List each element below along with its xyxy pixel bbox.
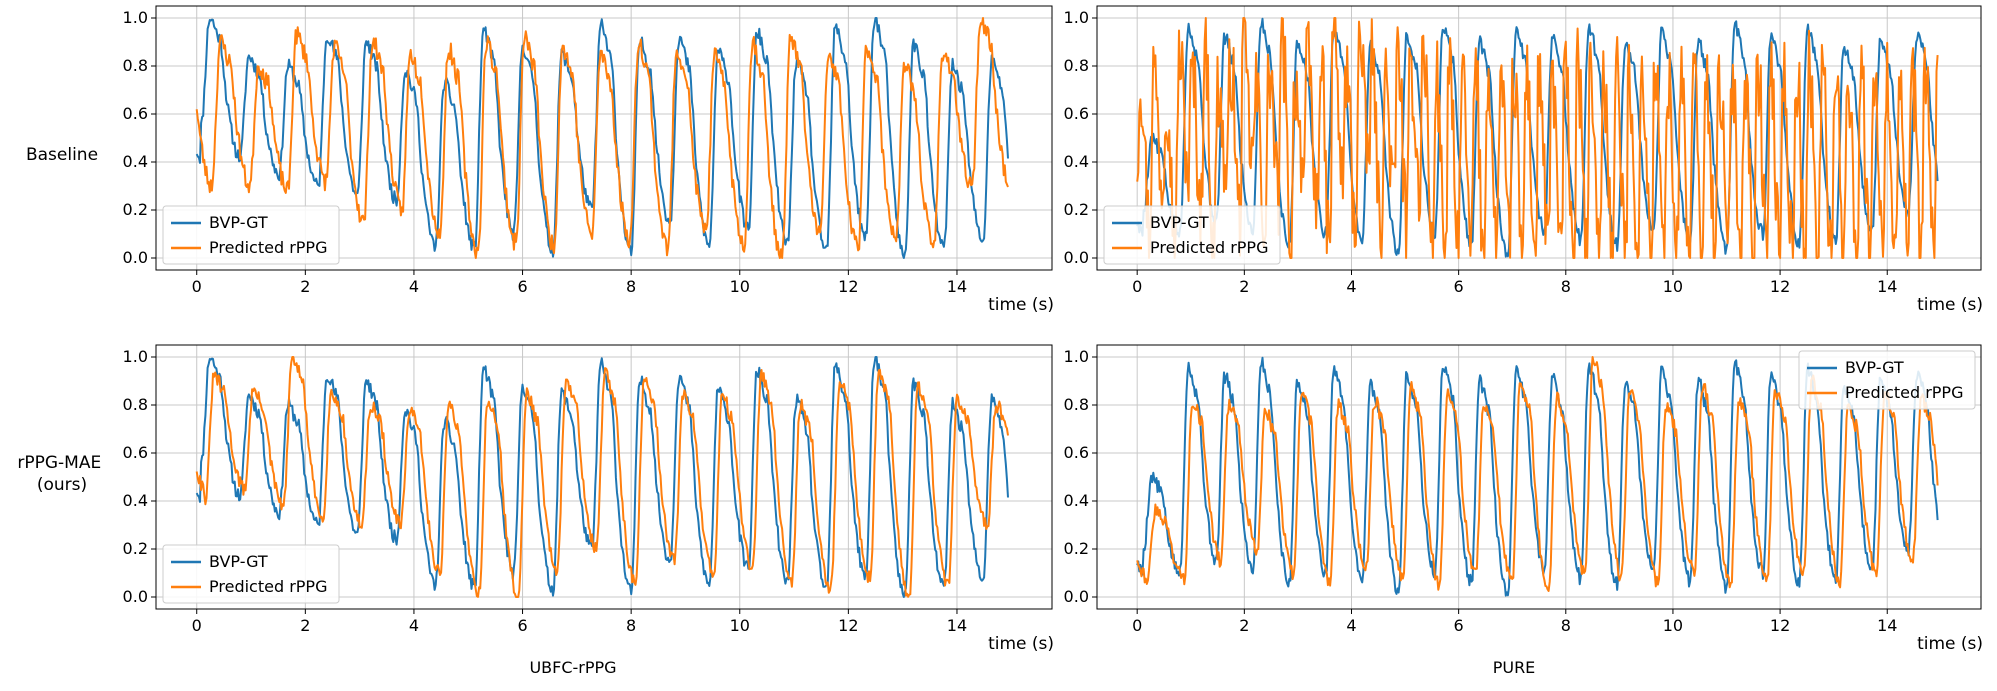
x-tick-label-4: 4 bbox=[1346, 616, 1356, 635]
legend-box bbox=[1103, 205, 1281, 265]
chart-rppg-mae-pure: 0 2 4 6 8 10 12 14 0.0 0.2 0.4 0.6 0.8 1.0 time (s) BVP… bbox=[1064, 344, 1983, 654]
row-label-baseline: Baseline bbox=[26, 145, 98, 165]
y-tick-label-0.4: 0.4 bbox=[1064, 152, 1089, 171]
x-tick-label-4: 4 bbox=[409, 616, 419, 635]
chart-baseline-ubfc-rppg: 0 2 4 6 8 10 12 14 0.0 0.2 0.4 0.6 0.8 1.0 time (s) BVP… bbox=[123, 5, 1054, 315]
y-tick-label-0.6: 0.6 bbox=[123, 443, 148, 462]
row-label-rppg-mae: rPPG-MAE (ours) bbox=[17, 453, 106, 495]
legend-label-bvp-gt: BVP-GT bbox=[209, 552, 268, 571]
axes-frame bbox=[1096, 5, 1982, 271]
x-axis-label: time (s) bbox=[1917, 295, 1983, 315]
series-line-bvp-gt bbox=[195, 356, 1009, 598]
x-axis-label: time (s) bbox=[988, 634, 1054, 654]
x-tick-label-6: 6 bbox=[1454, 277, 1464, 296]
x-tick-label-12: 12 bbox=[1770, 277, 1790, 296]
y-tick-label-0.8: 0.8 bbox=[123, 395, 148, 414]
chart-baseline-pure: 0 2 4 6 8 10 12 14 0.0 0.2 0.4 0.6 0.8 1.0 time (s) BVP… bbox=[1064, 5, 1983, 315]
x-tick-label-14: 14 bbox=[947, 277, 967, 296]
y-tick-label-0.0: 0.0 bbox=[123, 587, 148, 606]
series-line-bvp-gt bbox=[1136, 356, 1939, 597]
x-tick-label-12: 12 bbox=[838, 277, 858, 296]
x-tick-label-12: 12 bbox=[838, 616, 858, 635]
x-tick-label-14: 14 bbox=[1877, 277, 1897, 296]
y-tick-label-0.8: 0.8 bbox=[1064, 395, 1089, 414]
y-tick-label-0.0: 0.0 bbox=[1064, 248, 1089, 267]
x-tick-label-10: 10 bbox=[730, 277, 750, 296]
legend-label-predicted-rppg: Predicted rPPG bbox=[209, 577, 327, 596]
y-tick-label-0.8: 0.8 bbox=[123, 56, 148, 75]
series-line-predicted-rppg bbox=[1136, 356, 1939, 592]
y-tick-label-0.6: 0.6 bbox=[123, 104, 148, 123]
x-tick-label-4: 4 bbox=[1346, 277, 1356, 296]
legend-label-predicted-rppg: Predicted rPPG bbox=[1150, 238, 1268, 257]
axes-frame bbox=[1096, 344, 1982, 610]
y-tick-label-1.0: 1.0 bbox=[123, 347, 148, 366]
x-tick-label-2: 2 bbox=[300, 616, 310, 635]
x-tick-label-8: 8 bbox=[1561, 616, 1571, 635]
x-tick-label-10: 10 bbox=[1663, 616, 1683, 635]
legend: BVP-GT Predicted rPPG bbox=[162, 205, 340, 265]
x-tick-label-0: 0 bbox=[1132, 616, 1142, 635]
x-tick-label-6: 6 bbox=[517, 277, 527, 296]
caption-pure: PURE bbox=[1493, 658, 1536, 677]
series-line-predicted-rppg bbox=[195, 356, 1009, 598]
x-tick-label-8: 8 bbox=[626, 277, 636, 296]
legend: BVP-GT Predicted rPPG bbox=[1798, 350, 1976, 410]
y-tick-label-0.2: 0.2 bbox=[123, 539, 148, 558]
x-tick-label-6: 6 bbox=[1454, 616, 1464, 635]
x-tick-label-10: 10 bbox=[1663, 277, 1683, 296]
y-tick-label-1.0: 1.0 bbox=[1064, 347, 1089, 366]
caption-ubfc-rppg: UBFC-rPPG bbox=[529, 658, 616, 677]
row-label-rppg-mae-line-1: rPPG-MAE bbox=[17, 453, 101, 473]
x-tick-label-14: 14 bbox=[947, 616, 967, 635]
y-tick-label-0.4: 0.4 bbox=[123, 152, 148, 171]
x-tick-label-2: 2 bbox=[1239, 616, 1249, 635]
y-tick-label-0.8: 0.8 bbox=[1064, 56, 1089, 75]
x-tick-label-2: 2 bbox=[300, 277, 310, 296]
legend: BVP-GT Predicted rPPG bbox=[162, 544, 340, 604]
x-tick-label-8: 8 bbox=[626, 616, 636, 635]
axes-frame bbox=[155, 344, 1053, 610]
x-tick-label-6: 6 bbox=[517, 616, 527, 635]
x-tick-label-0: 0 bbox=[1132, 277, 1142, 296]
y-tick-label-0.2: 0.2 bbox=[1064, 539, 1089, 558]
legend-label-predicted-rppg: Predicted rPPG bbox=[209, 238, 327, 257]
x-tick-label-14: 14 bbox=[1877, 616, 1897, 635]
y-tick-label-0.4: 0.4 bbox=[123, 491, 148, 510]
y-tick-label-0.0: 0.0 bbox=[1064, 587, 1089, 606]
x-tick-label-2: 2 bbox=[1239, 277, 1249, 296]
y-tick-label-0.2: 0.2 bbox=[123, 200, 148, 219]
x-tick-label-10: 10 bbox=[730, 616, 750, 635]
row-label-rppg-mae-line-2: (ours) bbox=[37, 475, 87, 495]
axes-frame bbox=[155, 5, 1053, 271]
y-tick-label-0.4: 0.4 bbox=[1064, 491, 1089, 510]
legend-label-bvp-gt: BVP-GT bbox=[1845, 358, 1904, 377]
series-line-predicted-rppg bbox=[1136, 17, 1939, 259]
x-tick-label-12: 12 bbox=[1770, 616, 1790, 635]
y-tick-label-0.6: 0.6 bbox=[1064, 443, 1089, 462]
y-tick-label-0.0: 0.0 bbox=[123, 248, 148, 267]
series-line-predicted-rppg bbox=[195, 17, 1009, 259]
x-tick-label-8: 8 bbox=[1561, 277, 1571, 296]
legend: BVP-GT Predicted rPPG bbox=[1103, 205, 1281, 265]
y-tick-label-0.6: 0.6 bbox=[1064, 104, 1089, 123]
x-axis-label: time (s) bbox=[1917, 634, 1983, 654]
x-tick-label-4: 4 bbox=[409, 277, 419, 296]
y-tick-label-0.2: 0.2 bbox=[1064, 200, 1089, 219]
legend-box bbox=[1798, 350, 1976, 410]
series-line-bvp-gt bbox=[195, 17, 1009, 259]
x-axis-label: time (s) bbox=[988, 295, 1054, 315]
y-tick-label-1.0: 1.0 bbox=[123, 8, 148, 27]
x-tick-label-0: 0 bbox=[192, 616, 202, 635]
legend-label-predicted-rppg: Predicted rPPG bbox=[1845, 383, 1963, 402]
legend-label-bvp-gt: BVP-GT bbox=[209, 213, 268, 232]
legend-label-bvp-gt: BVP-GT bbox=[1150, 213, 1209, 232]
y-tick-label-1.0: 1.0 bbox=[1064, 8, 1089, 27]
chart-rppg-mae-ubfc-rppg: 0 2 4 6 8 10 12 14 0.0 0.2 0.4 0.6 0.8 1.0 time (s) BVP… bbox=[123, 344, 1054, 654]
legend-box bbox=[162, 205, 340, 265]
legend-box bbox=[162, 544, 340, 604]
x-tick-label-0: 0 bbox=[192, 277, 202, 296]
